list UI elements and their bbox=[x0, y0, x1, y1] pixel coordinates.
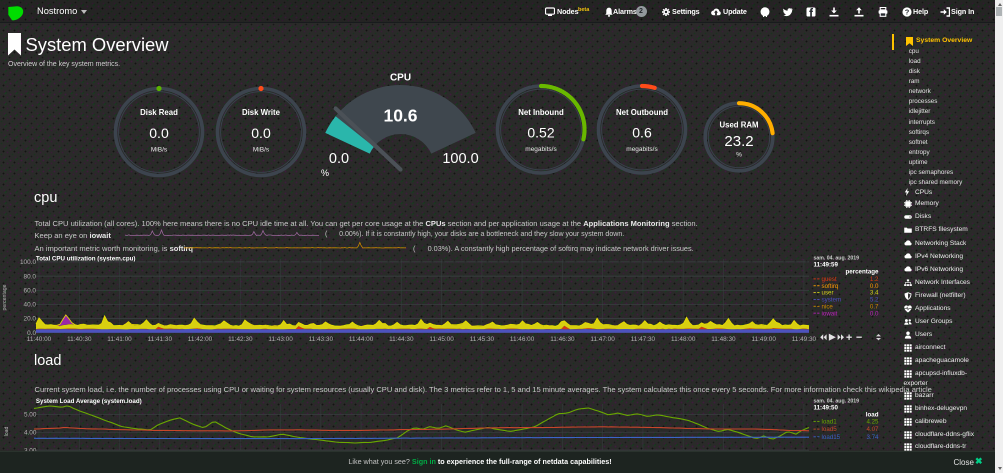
svg-text:0.6: 0.6 bbox=[632, 125, 652, 141]
svg-text:11:40:00: 11:40:00 bbox=[27, 336, 52, 343]
svg-text:11:49:59: 11:49:59 bbox=[814, 262, 839, 269]
svg-text:sam. 04. aug. 2019: sam. 04. aug. 2019 bbox=[814, 256, 860, 262]
svg-text:0.0: 0.0 bbox=[870, 283, 879, 290]
svg-text:4.00: 4.00 bbox=[24, 429, 37, 436]
svg-text:0.0: 0.0 bbox=[149, 125, 169, 141]
svg-text:4.07: 4.07 bbox=[866, 426, 879, 433]
svg-text:100.0: 100.0 bbox=[442, 151, 478, 167]
svg-text:Disk Write: Disk Write bbox=[242, 108, 281, 117]
svg-text:11:46:00: 11:46:00 bbox=[510, 336, 535, 343]
svg-text:11:48:30: 11:48:30 bbox=[711, 336, 736, 343]
svg-text:0.52: 0.52 bbox=[527, 125, 554, 141]
svg-text:load1: load1 bbox=[822, 419, 838, 426]
svg-text:%: % bbox=[736, 152, 742, 159]
svg-text:11:49:50: 11:49:50 bbox=[814, 405, 839, 412]
svg-text:100.0: 100.0 bbox=[20, 259, 36, 266]
svg-text:80.0: 80.0 bbox=[24, 273, 37, 280]
svg-text:60.0: 60.0 bbox=[24, 288, 37, 295]
svg-text:softirq: softirq bbox=[822, 283, 839, 290]
svg-text:11:47:00: 11:47:00 bbox=[590, 336, 615, 343]
svg-text:0.7: 0.7 bbox=[870, 303, 879, 310]
svg-text:11:46:30: 11:46:30 bbox=[550, 336, 575, 343]
svg-text:load: load bbox=[866, 412, 879, 419]
svg-text:3.74: 3.74 bbox=[866, 434, 879, 441]
svg-text:load: load bbox=[4, 426, 10, 436]
svg-text:Net Inbound: Net Inbound bbox=[518, 108, 564, 117]
svg-text:11:45:00: 11:45:00 bbox=[429, 336, 454, 343]
svg-text:11:44:30: 11:44:30 bbox=[389, 336, 414, 343]
svg-text:11:49:00: 11:49:00 bbox=[751, 336, 776, 343]
svg-text:0.0: 0.0 bbox=[27, 330, 36, 337]
svg-text:11:45:30: 11:45:30 bbox=[470, 336, 495, 343]
svg-text:system: system bbox=[822, 297, 842, 304]
svg-text:CPU: CPU bbox=[390, 73, 411, 84]
svg-text:guest: guest bbox=[822, 276, 837, 283]
svg-text:10.6: 10.6 bbox=[383, 106, 417, 126]
svg-text:iowait: iowait bbox=[822, 310, 838, 317]
svg-text:11:41:00: 11:41:00 bbox=[107, 336, 132, 343]
svg-text:load5: load5 bbox=[822, 426, 838, 433]
svg-text:5.2: 5.2 bbox=[870, 297, 879, 304]
svg-text:MiB/s: MiB/s bbox=[151, 146, 168, 153]
svg-text:11:40:30: 11:40:30 bbox=[67, 336, 92, 343]
svg-text:11:43:00: 11:43:00 bbox=[268, 336, 293, 343]
svg-text:1.2: 1.2 bbox=[870, 276, 879, 283]
svg-text:11:43:30: 11:43:30 bbox=[309, 336, 334, 343]
svg-text:megabits/s: megabits/s bbox=[626, 146, 658, 153]
svg-text:0.0: 0.0 bbox=[870, 310, 879, 317]
svg-text:11:42:30: 11:42:30 bbox=[228, 336, 253, 343]
svg-text:%: % bbox=[321, 168, 329, 178]
svg-text:20.0: 20.0 bbox=[24, 316, 37, 323]
svg-text:11:49:30: 11:49:30 bbox=[792, 336, 817, 343]
svg-text:nice: nice bbox=[822, 303, 834, 310]
svg-text:0.0: 0.0 bbox=[329, 151, 349, 167]
svg-text:?: ? bbox=[905, 8, 910, 17]
svg-text:11:48:00: 11:48:00 bbox=[671, 336, 696, 343]
svg-text:megabits/s: megabits/s bbox=[525, 146, 557, 153]
svg-text:4.25: 4.25 bbox=[866, 419, 879, 426]
svg-text:MiB/s: MiB/s bbox=[253, 146, 270, 153]
svg-text:System Load Average (system.lo: System Load Average (system.load) bbox=[36, 398, 142, 405]
svg-text:load15: load15 bbox=[822, 434, 841, 441]
svg-text:3.00: 3.00 bbox=[24, 447, 37, 454]
svg-text:11:42:00: 11:42:00 bbox=[188, 336, 213, 343]
svg-text:percentage: percentage bbox=[845, 269, 879, 276]
svg-text:user: user bbox=[822, 290, 834, 297]
svg-text:40.0: 40.0 bbox=[24, 302, 37, 309]
svg-text:3.4: 3.4 bbox=[870, 290, 879, 297]
svg-text:Used RAM: Used RAM bbox=[720, 120, 759, 129]
svg-text:11:44:00: 11:44:00 bbox=[349, 336, 374, 343]
svg-text:11:41:30: 11:41:30 bbox=[148, 336, 173, 343]
svg-text:23.2: 23.2 bbox=[724, 133, 753, 150]
svg-text:Net Outbound: Net Outbound bbox=[616, 108, 668, 117]
svg-text:11:47:30: 11:47:30 bbox=[631, 336, 656, 343]
svg-text:Total CPU utilization (system.: Total CPU utilization (system.cpu) bbox=[36, 256, 136, 263]
svg-text:percentage: percentage bbox=[2, 284, 8, 310]
svg-text:5.00: 5.00 bbox=[24, 412, 37, 419]
svg-text:sam. 04. aug. 2019: sam. 04. aug. 2019 bbox=[814, 399, 860, 405]
svg-text:Disk Read: Disk Read bbox=[140, 108, 178, 117]
svg-text:0.0: 0.0 bbox=[251, 125, 271, 141]
